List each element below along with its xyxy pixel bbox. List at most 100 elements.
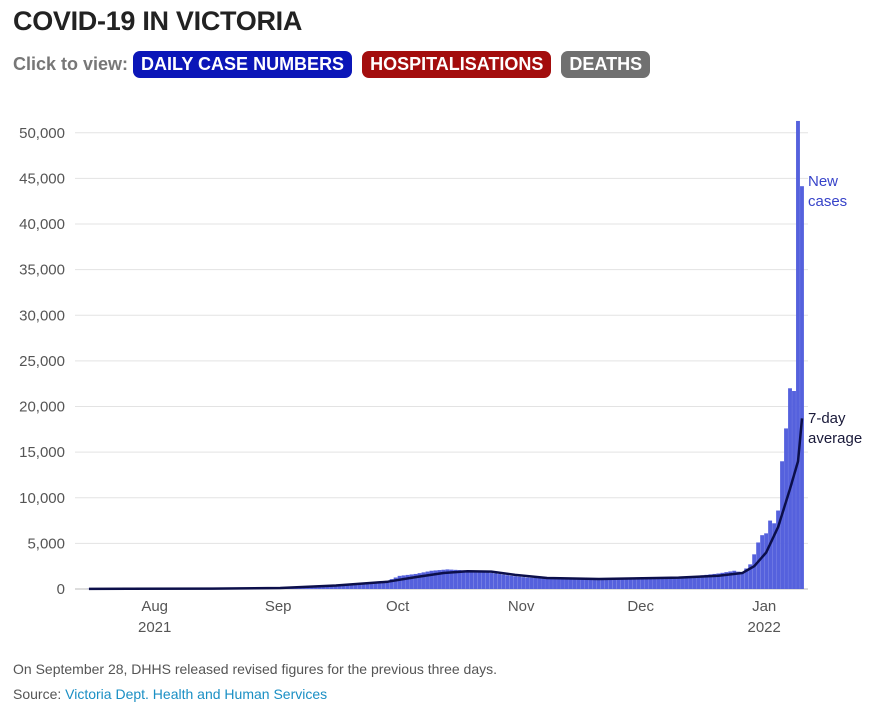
case-bar — [644, 577, 649, 589]
case-bar — [413, 573, 418, 589]
case-bar — [557, 578, 561, 589]
case-bar — [680, 576, 685, 589]
case-bar — [497, 574, 502, 589]
case-bar — [429, 570, 434, 589]
view-selector-label: Click to view: — [13, 54, 129, 74]
y-tick-label: 10,000 — [19, 490, 65, 507]
case-bar — [549, 578, 553, 589]
x-tick-label: Dec — [627, 598, 654, 615]
cases-chart: 0 5,000 10,000 15,000 20,000 25,000 30,000 35,0… — [19, 120, 862, 636]
case-bar — [724, 572, 729, 589]
case-bar — [596, 578, 601, 589]
case-bar — [712, 573, 717, 589]
case-bar — [473, 571, 478, 589]
case-bar — [477, 571, 482, 589]
case-bar — [405, 574, 410, 589]
case-bar — [776, 510, 781, 589]
case-bar — [397, 575, 402, 589]
case-bar — [493, 573, 498, 589]
case-bar — [469, 570, 474, 589]
x-tick-label: Oct — [386, 598, 410, 615]
footnote: On September 28, DHHS released revised f… — [13, 661, 498, 677]
case-bar — [437, 570, 442, 589]
case-bar — [620, 578, 625, 589]
case-bar — [676, 576, 681, 589]
case-bar — [748, 564, 753, 589]
daily-case-numbers-button[interactable]: DAILY CASE NUMBERS — [133, 51, 353, 78]
case-bar — [357, 583, 362, 589]
case-bar — [461, 570, 466, 589]
case-bar — [433, 570, 438, 589]
view-selector: Click to view: DAILY CASE NUMBERS HOSPIT… — [13, 51, 660, 78]
case-bar — [513, 576, 518, 589]
y-tick-label: 50,000 — [19, 125, 65, 142]
case-bar — [321, 585, 326, 589]
y-tick-label: 0 — [57, 581, 65, 598]
case-bar — [628, 577, 633, 589]
case-bar — [377, 581, 382, 589]
average-label: average — [808, 430, 862, 447]
case-bar — [768, 520, 773, 589]
deaths-button[interactable]: DEATHS — [561, 51, 651, 78]
case-bar — [409, 574, 414, 589]
source-link[interactable]: Victoria Dept. Health and Human Services — [65, 686, 328, 702]
case-bar — [604, 578, 609, 589]
x-tick-label: Nov — [508, 598, 535, 615]
y-tick-label: 45,000 — [19, 170, 65, 187]
x-tick-sublabel: 2022 — [747, 619, 780, 636]
case-bar — [517, 576, 522, 589]
case-bar — [792, 391, 796, 589]
case-bar — [333, 584, 338, 589]
y-tick-label: 20,000 — [19, 399, 65, 416]
case-bar — [337, 584, 342, 589]
case-bar — [529, 577, 534, 589]
case-bar — [501, 574, 506, 589]
case-bar — [592, 578, 597, 589]
case-bar — [648, 577, 653, 589]
chart-title: COVID-19 IN VICTORIA — [13, 6, 303, 36]
case-bar — [736, 571, 741, 589]
case-bar — [353, 583, 358, 589]
case-bar — [341, 584, 346, 589]
x-tick-sublabel: 2021 — [138, 619, 171, 636]
case-bar — [369, 582, 374, 589]
case-bar — [541, 578, 545, 589]
case-bar — [740, 572, 745, 589]
case-bar — [537, 578, 541, 589]
new-cases-label: New — [808, 173, 838, 190]
y-tick-label: 40,000 — [19, 216, 65, 233]
case-bar — [716, 573, 721, 589]
case-bar — [728, 571, 733, 589]
x-tick-label: Sep — [265, 598, 292, 615]
case-bar — [696, 575, 701, 589]
case-bar — [453, 569, 458, 589]
case-bar — [684, 576, 689, 589]
case-bar — [700, 575, 705, 589]
source-line: Source: Victoria Dept. Health and Human … — [13, 686, 327, 702]
case-bar — [381, 581, 386, 589]
case-bar — [608, 578, 613, 589]
case-bar — [760, 535, 765, 589]
case-bar — [457, 570, 462, 589]
case-bar — [588, 578, 593, 589]
case-bar — [612, 578, 617, 589]
case-bar — [553, 578, 557, 589]
case-bar — [780, 461, 784, 589]
case-bar — [784, 428, 788, 589]
y-tick-label: 15,000 — [19, 444, 65, 461]
case-bar — [425, 571, 430, 589]
average-label: 7-day — [808, 410, 846, 427]
case-bar — [561, 578, 565, 589]
case-bar — [441, 569, 446, 589]
y-tick-label: 25,000 — [19, 353, 65, 370]
case-bar — [564, 578, 569, 589]
case-bar — [756, 542, 761, 589]
hospitalisations-button[interactable]: HOSPITALISATIONS — [362, 51, 552, 78]
case-bar — [417, 573, 422, 589]
case-bar — [329, 585, 334, 589]
case-bar — [720, 572, 725, 589]
case-bar — [481, 572, 486, 589]
case-bar — [445, 569, 450, 589]
case-bar — [772, 523, 777, 589]
case-bar — [505, 575, 510, 589]
